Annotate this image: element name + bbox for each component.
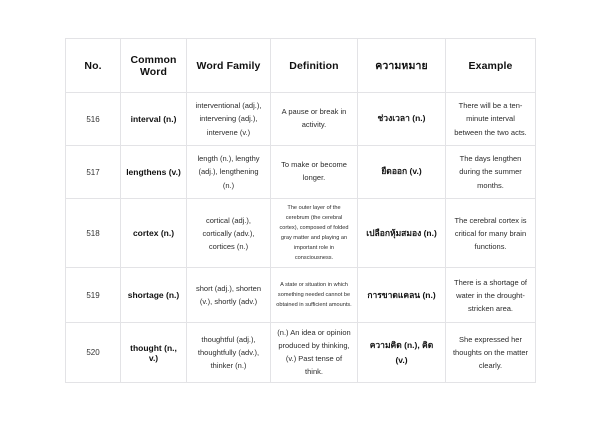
table-body: 516 interval (n.) interventional (adj.),… xyxy=(65,92,536,384)
cell-meaning-thai: ช่วงเวลา (n.) xyxy=(357,92,446,146)
cell-word-family: length (n.), lengthy (adj.), lengthening… xyxy=(186,145,271,199)
column-header-example: Example xyxy=(445,38,536,93)
cell-example: The days lengthen during the summer mont… xyxy=(445,145,536,199)
cell-common-word: lengthens (v.) xyxy=(120,145,187,199)
table-row: 519 shortage (n.) short (adj.), shorten … xyxy=(65,267,536,324)
cell-example: There is a shortage of water in the drou… xyxy=(445,267,536,324)
cell-word-family: cortical (adj.), cortically (adv.), cort… xyxy=(186,197,271,269)
cell-common-word: thought (n., v.) xyxy=(120,322,187,384)
cell-definition: A state or situation in which something … xyxy=(270,267,358,324)
cell-no: 517 xyxy=(65,145,121,199)
cell-example: The cerebral cortex is critical for many… xyxy=(445,197,536,269)
column-header-meaning-thai: ความหมาย xyxy=(357,38,446,93)
cell-word-family: short (adj.), shorten (v.), shortly (adv… xyxy=(186,267,271,324)
table-header-row: No. Common Word Word Family Definition ค… xyxy=(65,38,536,93)
cell-common-word: shortage (n.) xyxy=(120,267,187,324)
cell-meaning-thai: การขาดแคลน (n.) xyxy=(357,267,446,324)
cell-definition: A pause or break in activity. xyxy=(270,92,358,146)
column-header-no: No. xyxy=(65,38,121,93)
cell-no: 520 xyxy=(65,322,121,384)
column-header-definition: Definition xyxy=(270,38,358,93)
cell-meaning-thai: ยืดออก (v.) xyxy=(357,145,446,199)
column-header-word-family: Word Family xyxy=(186,38,271,93)
cell-definition: The outer layer of the cerebrum (the cer… xyxy=(270,197,358,269)
cell-no: 516 xyxy=(65,92,121,146)
table-row: 520 thought (n., v.) thoughtful (adj.), … xyxy=(65,322,536,384)
table-header: No. Common Word Word Family Definition ค… xyxy=(65,38,536,93)
table-row: 517 lengthens (v.) length (n.), lengthy … xyxy=(65,145,536,199)
cell-common-word: interval (n.) xyxy=(120,92,187,146)
vocabulary-table-wrapper: No. Common Word Word Family Definition ค… xyxy=(65,38,536,384)
cell-definition: (n.) An idea or opinion produced by thin… xyxy=(270,322,358,384)
cell-no: 519 xyxy=(65,267,121,324)
table-row: 516 interval (n.) interventional (adj.),… xyxy=(65,92,536,146)
cell-definition: To make or become longer. xyxy=(270,145,358,199)
cell-word-family: interventional (adj.), intervening (adj.… xyxy=(186,92,271,146)
vocabulary-table: No. Common Word Word Family Definition ค… xyxy=(65,38,536,384)
cell-common-word: cortex (n.) xyxy=(120,197,187,269)
cell-example: There will be a ten-minute interval betw… xyxy=(445,92,536,146)
cell-no: 518 xyxy=(65,197,121,269)
table-row: 518 cortex (n.) cortical (adj.), cortica… xyxy=(65,197,536,269)
column-header-common-word: Common Word xyxy=(120,38,187,93)
cell-meaning-thai: เปลือกหุ้มสมอง (n.) xyxy=(357,197,446,269)
cell-meaning-thai: ความคิด (n.), คิด (v.) xyxy=(357,322,446,384)
cell-word-family: thoughtful (adj.), thoughtfully (adv.), … xyxy=(186,322,271,384)
cell-example: She expressed her thoughts on the matter… xyxy=(445,322,536,384)
